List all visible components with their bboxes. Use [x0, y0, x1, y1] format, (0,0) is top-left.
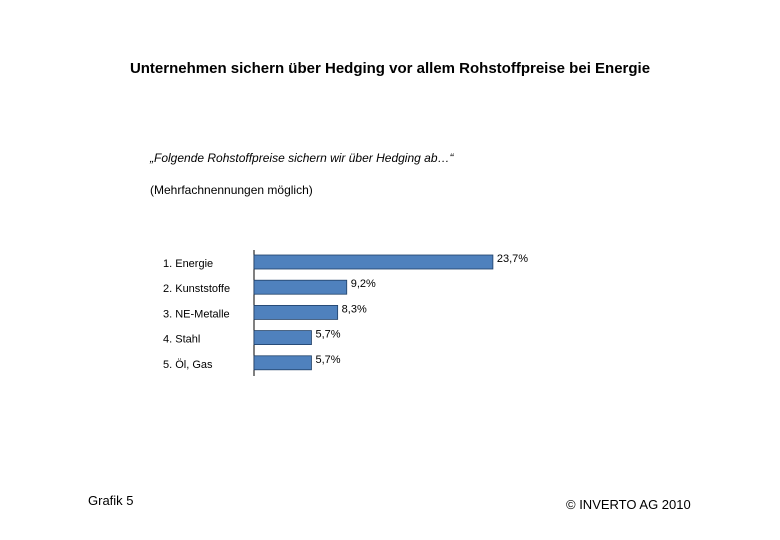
bar [253, 355, 312, 371]
bars-group: 1. Energie 23,7% 2. Kunststoffe 9,2% 3. NE-M… [163, 253, 528, 371]
category-label: 2. Kunststoffe [163, 283, 230, 295]
bar [253, 330, 312, 346]
value-label: 8,3% [342, 303, 367, 315]
bar [253, 279, 348, 295]
bar [253, 254, 494, 270]
chart-title: Unternehmen sichern über Hedging vor all… [129, 60, 651, 77]
category-label: 1. Energie [163, 258, 213, 270]
value-label: 5,7% [315, 354, 340, 366]
category-label: 3. NE-Metalle [163, 308, 230, 320]
chart-note: (Mehrfachnennungen möglich) [150, 183, 313, 197]
figure-number: Grafik 5 [88, 493, 134, 508]
category-label: 4. Stahl [163, 334, 200, 346]
category-label: 5. Öl, Gas [163, 359, 213, 371]
value-label: 23,7% [497, 253, 528, 265]
bar [253, 304, 339, 320]
value-label: 9,2% [351, 278, 376, 290]
chart-subtitle: „Folgende Rohstoffpreise sichern wir übe… [150, 151, 454, 165]
copyright-notice: © INVERTO AG 2010 [566, 497, 691, 512]
value-label: 5,7% [315, 329, 340, 341]
